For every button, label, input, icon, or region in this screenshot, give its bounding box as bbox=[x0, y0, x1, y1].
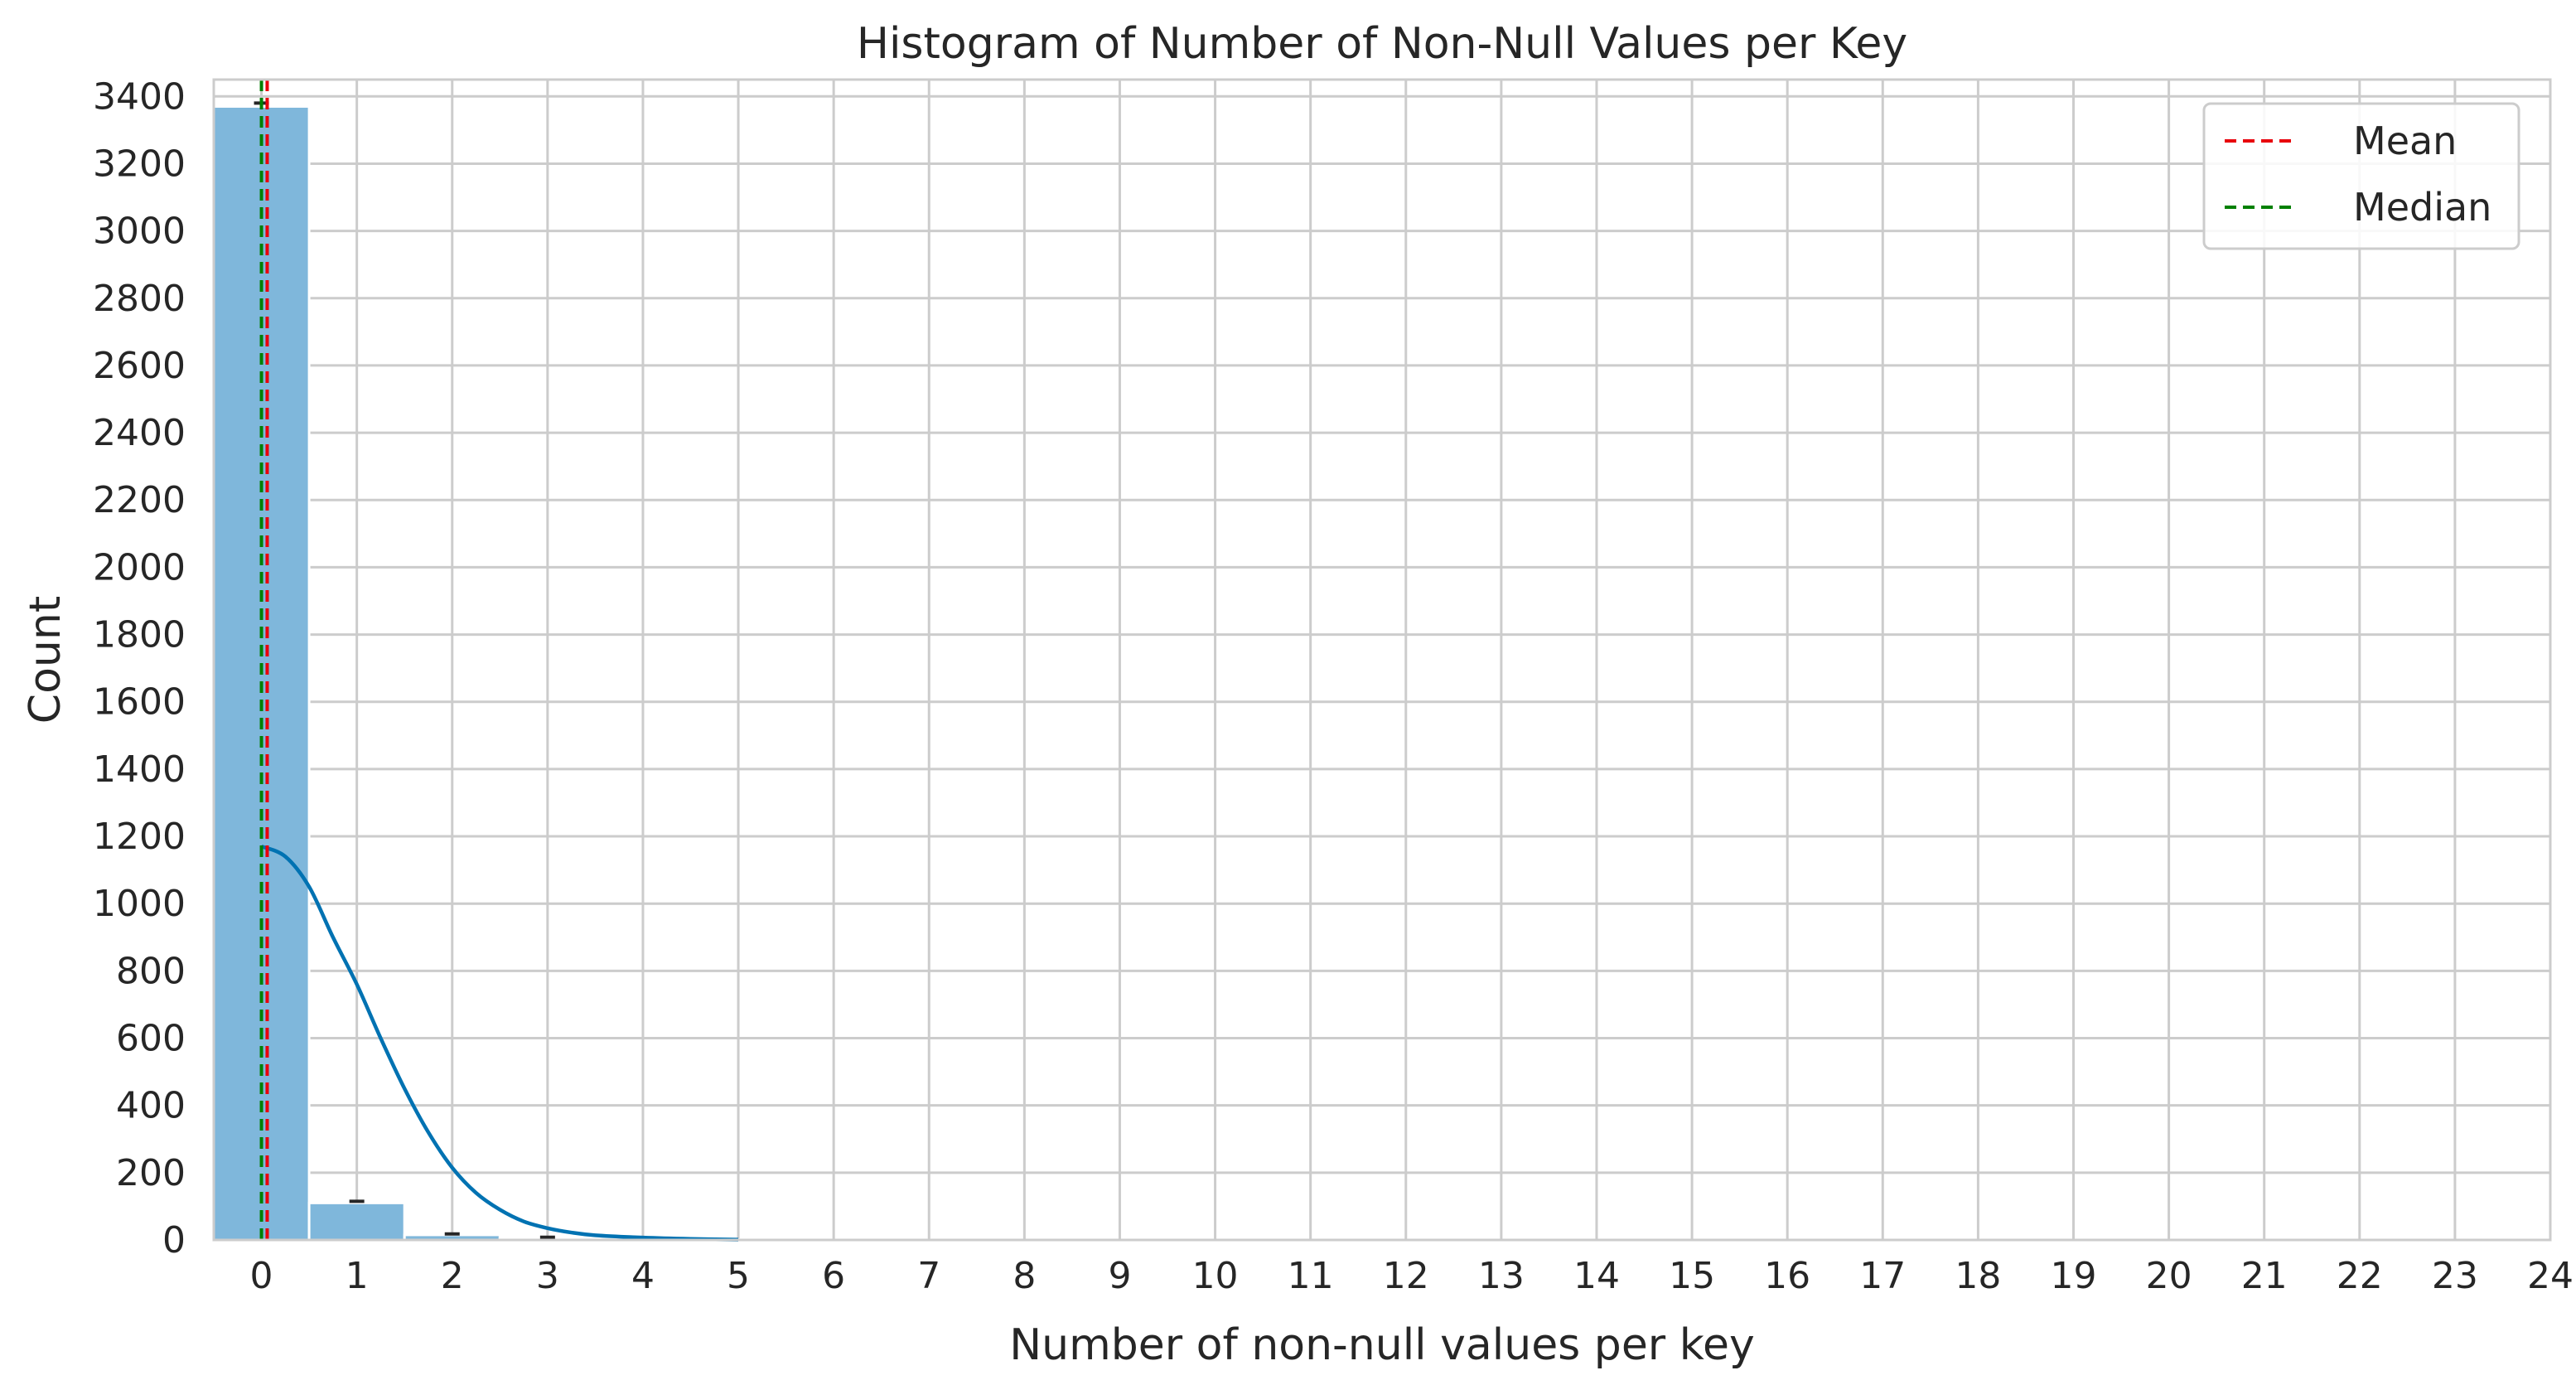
x-tick-label-22: 22 bbox=[2337, 1255, 2383, 1297]
x-tick-label-11: 11 bbox=[1288, 1255, 1334, 1297]
x-tick-label-15: 15 bbox=[1669, 1255, 1715, 1297]
x-tick-label-13: 13 bbox=[1478, 1255, 1525, 1297]
legend-median-label: Median bbox=[2353, 185, 2491, 230]
x-tick-label-21: 21 bbox=[2241, 1255, 2288, 1297]
y-tick-label-1800: 1800 bbox=[93, 614, 186, 656]
y-tick-label-2000: 2000 bbox=[93, 546, 186, 588]
x-tick-label-5: 5 bbox=[727, 1255, 750, 1297]
x-tick-label-20: 20 bbox=[2146, 1255, 2192, 1297]
reference-lines bbox=[259, 80, 269, 1240]
x-tick-label-7: 7 bbox=[917, 1255, 940, 1297]
y-tick-label-2400: 2400 bbox=[93, 412, 186, 454]
x-tick-label-12: 12 bbox=[1383, 1255, 1429, 1297]
y-tick-label-1200: 1200 bbox=[93, 816, 186, 858]
x-tick-label-9: 9 bbox=[1108, 1255, 1131, 1297]
legend-mean-label: Mean bbox=[2353, 119, 2457, 163]
y-tick-label-0: 0 bbox=[162, 1219, 186, 1262]
x-tick-label-6: 6 bbox=[822, 1255, 845, 1297]
x-tick-label-1: 1 bbox=[346, 1255, 369, 1297]
x-tick-label-4: 4 bbox=[631, 1255, 655, 1297]
x-tick-label-23: 23 bbox=[2432, 1255, 2478, 1297]
x-tick-label-17: 17 bbox=[1859, 1255, 1906, 1297]
grid bbox=[214, 80, 2552, 1242]
x-tick-label-24: 24 bbox=[2527, 1255, 2574, 1297]
x-tick-label-14: 14 bbox=[1573, 1255, 1620, 1297]
x-tick-labels: 0 1 2 3 4 5 6 7 8 9 10 11 12 13 14 15 16 17 18 19 20 21 22 23 24 bbox=[250, 1255, 2574, 1297]
legend: Mean Median bbox=[2202, 102, 2520, 250]
plot-frame bbox=[212, 78, 2552, 1242]
kde-curve bbox=[260, 845, 739, 1242]
y-tick-label-2200: 2200 bbox=[93, 479, 186, 521]
y-tick-label-2800: 2800 bbox=[93, 278, 186, 320]
y-tick-label-3200: 3200 bbox=[93, 143, 186, 185]
y-axis-label: Count bbox=[21, 596, 70, 724]
chart-title: Histogram of Number of Non-Null Values p… bbox=[857, 19, 1907, 69]
y-tick-label-1600: 1600 bbox=[93, 681, 186, 724]
y-tick-label-800: 800 bbox=[116, 950, 186, 992]
x-tick-label-8: 8 bbox=[1013, 1255, 1036, 1297]
x-tick-label-19: 19 bbox=[2050, 1255, 2096, 1297]
y-tick-label-1000: 1000 bbox=[93, 883, 186, 925]
y-tick-labels: 0 200 400 600 800 1000 1200 1400 1600 1800 2000 220… bbox=[93, 75, 186, 1262]
y-tick-label-2600: 2600 bbox=[93, 345, 186, 387]
y-tick-label-1400: 1400 bbox=[93, 748, 186, 791]
y-tick-label-400: 400 bbox=[116, 1085, 186, 1127]
x-tick-label-0: 0 bbox=[250, 1255, 273, 1297]
x-tick-label-2: 2 bbox=[441, 1255, 464, 1297]
y-tick-label-3400: 3400 bbox=[93, 75, 186, 118]
x-axis-label: Number of non-null values per key bbox=[1009, 1320, 1755, 1370]
y-tick-label-3000: 3000 bbox=[93, 211, 186, 253]
bar-1 bbox=[307, 1201, 406, 1242]
x-tick-label-10: 10 bbox=[1192, 1255, 1239, 1297]
kde-line bbox=[260, 845, 739, 1242]
x-tick-label-3: 3 bbox=[536, 1255, 559, 1297]
x-tick-label-18: 18 bbox=[1955, 1255, 2001, 1297]
x-tick-label-16: 16 bbox=[1764, 1255, 1810, 1297]
y-tick-label-600: 600 bbox=[116, 1018, 186, 1060]
y-tick-label-200: 200 bbox=[116, 1152, 186, 1194]
